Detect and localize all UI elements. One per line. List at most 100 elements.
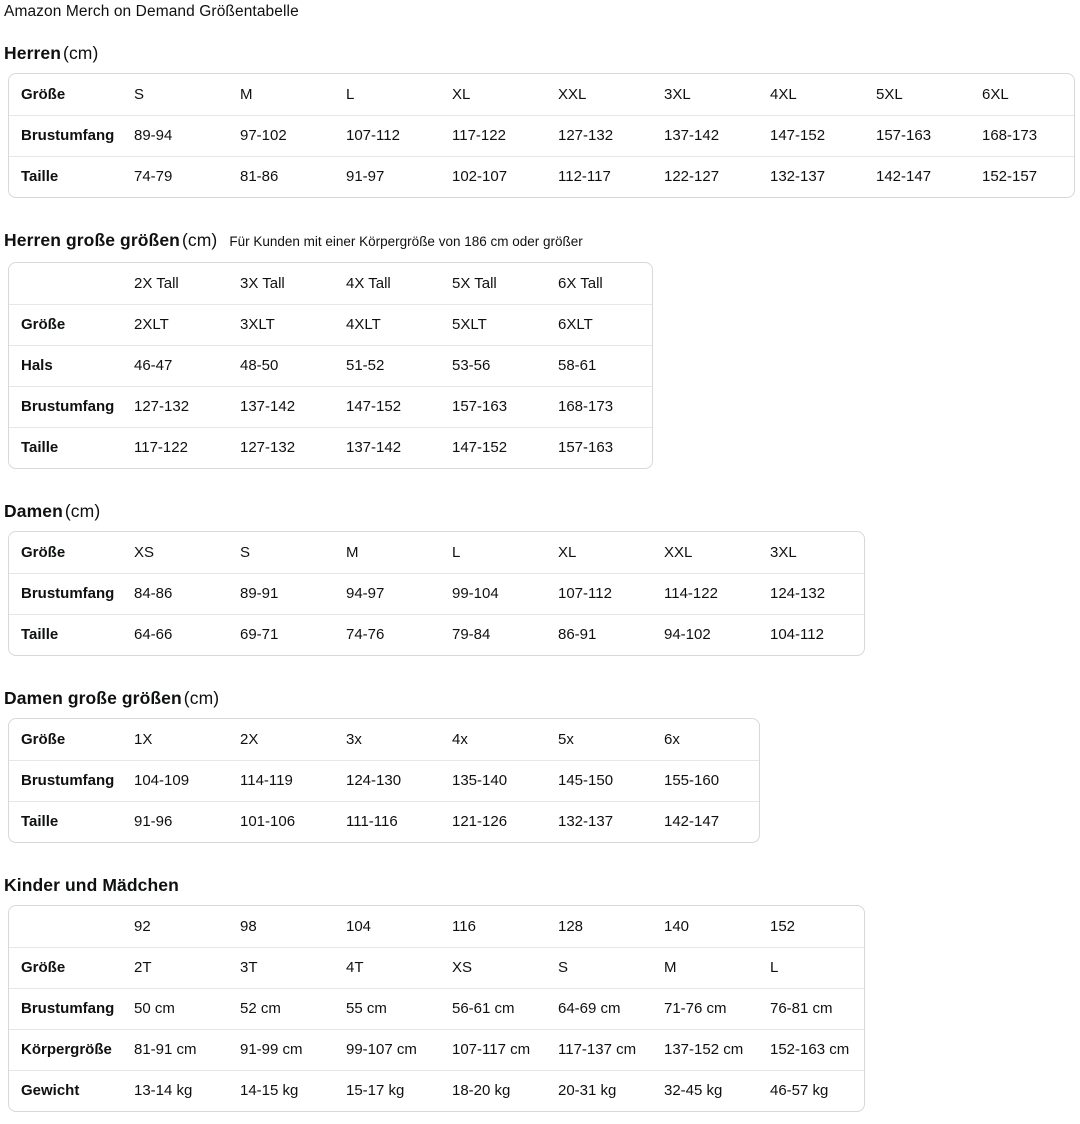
section-heading: Kinder und Mädchen (4, 874, 1080, 896)
column-header-cell: 128 (558, 917, 584, 935)
row-label-cell: Brustumfang (9, 385, 132, 427)
column-header-cell: 3x (346, 730, 362, 748)
section-heading-text: Damen (4, 501, 63, 521)
value-cell: 114-119 (238, 759, 344, 801)
value-cell: 14-15 kg (238, 1069, 344, 1111)
column-header-cell: 6X Tall (558, 274, 603, 292)
column-header-cell: 92 (134, 917, 151, 935)
row-label-cell: Brustumfang (9, 759, 132, 801)
size-table: 2X Tall 3X Tall 4X Tall 5X Tall 6X Tall Größe… (9, 263, 652, 468)
value-cell: 117-137 cm (556, 1028, 662, 1070)
value-cell: 3T (238, 946, 344, 988)
value-cell: 55 cm (344, 987, 450, 1029)
value-cell: 74-76 (344, 613, 450, 655)
value-cell: 74-79 (132, 155, 238, 197)
value-cell: 102-107 (450, 155, 556, 197)
table-row: Brustumfang 50 cm 52 cm 55 cm 56-61 cm 64-69 … (9, 987, 864, 1029)
table-row: 92 98 104 116 128 140 152 (9, 906, 864, 947)
sections-container: Herren (cm) Größe S M L XL XXL 3XL 4XL 5XL 6XL Brust… (4, 42, 1080, 1112)
table-row: Brustumfang 127-132 137-142 147-152 157-163 1… (9, 385, 652, 427)
value-cell: XS (450, 946, 556, 988)
size-table: Größe XS S M L XL XXL 3XL Brustumfang 84-86 89-91 9… (9, 532, 864, 655)
value-cell: 135-140 (450, 759, 556, 801)
value-cell: 107-112 (556, 572, 662, 614)
section-heading-text: Herren große größen (4, 230, 180, 250)
column-header-cell: 5XL (876, 85, 903, 103)
table-row: Gewicht 13-14 kg 14-15 kg 15-17 kg 18-20 kg 2… (9, 1069, 864, 1111)
value-cell: 99-104 (450, 572, 556, 614)
value-cell: 147-152 (450, 426, 556, 468)
page-title: Amazon Merch on Demand Größentabelle (4, 3, 299, 20)
size-table-card: Größe S M L XL XXL 3XL 4XL 5XL 6XL Brustumfang 89-9… (8, 73, 1075, 198)
value-cell: 76-81 cm (768, 987, 864, 1029)
value-cell: 137-152 cm (662, 1028, 768, 1070)
value-cell: 15-17 kg (344, 1069, 450, 1111)
section-heading: Herren große größen (cm) Für Kunden mit ei… (4, 229, 1080, 253)
value-cell: 111-116 (344, 800, 450, 842)
value-cell: 147-152 (344, 385, 450, 427)
column-header-cell: M (346, 543, 359, 561)
table-row: Größe 2XLT 3XLT 4XLT 5XLT 6XLT (9, 303, 652, 345)
value-cell: 53-56 (450, 344, 556, 386)
section-heading-unit: (cm) (181, 230, 218, 250)
value-cell: 132-137 (768, 155, 874, 197)
value-cell: 97-102 (238, 114, 344, 156)
value-cell: 5XLT (450, 303, 556, 345)
value-cell: M (662, 946, 768, 988)
value-cell: 4XLT (344, 303, 450, 345)
section-heading-unit: (cm) (64, 501, 101, 521)
column-header-cell: XL (452, 85, 471, 103)
row-label-cell: Größe (9, 303, 132, 345)
value-cell: 117-122 (450, 114, 556, 156)
value-cell: 91-97 (344, 155, 450, 197)
value-cell: 91-99 cm (238, 1028, 344, 1070)
value-cell: 89-91 (238, 572, 344, 614)
value-cell: 155-160 (662, 759, 759, 801)
value-cell: 3XLT (238, 303, 344, 345)
value-cell: 84-86 (132, 572, 238, 614)
value-cell: 168-173 (980, 114, 1074, 156)
row-label-cell: Brustumfang (9, 114, 132, 156)
value-cell: 6XLT (556, 303, 652, 345)
column-header-cell: 3XL (664, 85, 691, 103)
column-header-cell: XL (558, 543, 577, 561)
value-cell: 20-31 kg (556, 1069, 662, 1111)
row-label-cell: Taille (9, 613, 132, 655)
column-header-cell: 98 (240, 917, 257, 935)
column-header-cell: 4X Tall (346, 274, 391, 292)
value-cell: 127-132 (238, 426, 344, 468)
value-cell: 142-147 (662, 800, 759, 842)
column-header-cell: 140 (664, 917, 690, 935)
section-herren-grosse-groessen: Herren große größen (cm) Für Kunden mit ei… (4, 229, 1080, 469)
section-herren: Herren (cm) Größe S M L XL XXL 3XL 4XL 5XL 6XL Brust… (4, 42, 1080, 198)
column-header-cell: 152 (770, 917, 796, 935)
column-header-cell: 3XL (770, 543, 797, 561)
row-label-cell: Taille (9, 426, 132, 468)
table-row: Größe 1X 2X 3x 4x 5x 6x (9, 719, 759, 760)
section-kinder-und-maedchen: Kinder und Mädchen 92 98 104 116 128 140 152 Grö… (4, 874, 1080, 1112)
size-table: Größe S M L XL XXL 3XL 4XL 5XL 6XL Brustumfang 89-9… (9, 74, 1074, 197)
section-heading: Damen (cm) (4, 500, 1080, 522)
row-label-cell: Taille (9, 155, 132, 197)
value-cell: 81-86 (238, 155, 344, 197)
value-cell: 86-91 (556, 613, 662, 655)
empty-corner-cell (9, 906, 132, 947)
table-row: Taille 117-122 127-132 137-142 147-152 157-16… (9, 426, 652, 468)
value-cell: 50 cm (132, 987, 238, 1029)
column-header-cell: XXL (558, 85, 587, 103)
value-cell: 127-132 (556, 114, 662, 156)
value-cell: 122-127 (662, 155, 768, 197)
value-cell: 64-69 cm (556, 987, 662, 1029)
table-row: Brustumfang 104-109 114-119 124-130 135-140 1… (9, 759, 759, 801)
size-table-card: 2X Tall 3X Tall 4X Tall 5X Tall 6X Tall Größe… (8, 262, 653, 469)
column-header-cell: M (240, 85, 253, 103)
value-cell: 152-157 (980, 155, 1074, 197)
value-cell: 46-47 (132, 344, 238, 386)
column-header-cell: 2X Tall (134, 274, 179, 292)
table-row: Brustumfang 84-86 89-91 94-97 99-104 107-112 1… (9, 572, 864, 614)
row-label-cell: Taille (9, 800, 132, 842)
section-damen: Damen (cm) Größe XS S M L XL XXL 3XL Brustumfang 84… (4, 500, 1080, 656)
row-label-cell: Größe (21, 85, 66, 103)
value-cell: 18-20 kg (450, 1069, 556, 1111)
column-header-cell: 116 (452, 917, 476, 935)
